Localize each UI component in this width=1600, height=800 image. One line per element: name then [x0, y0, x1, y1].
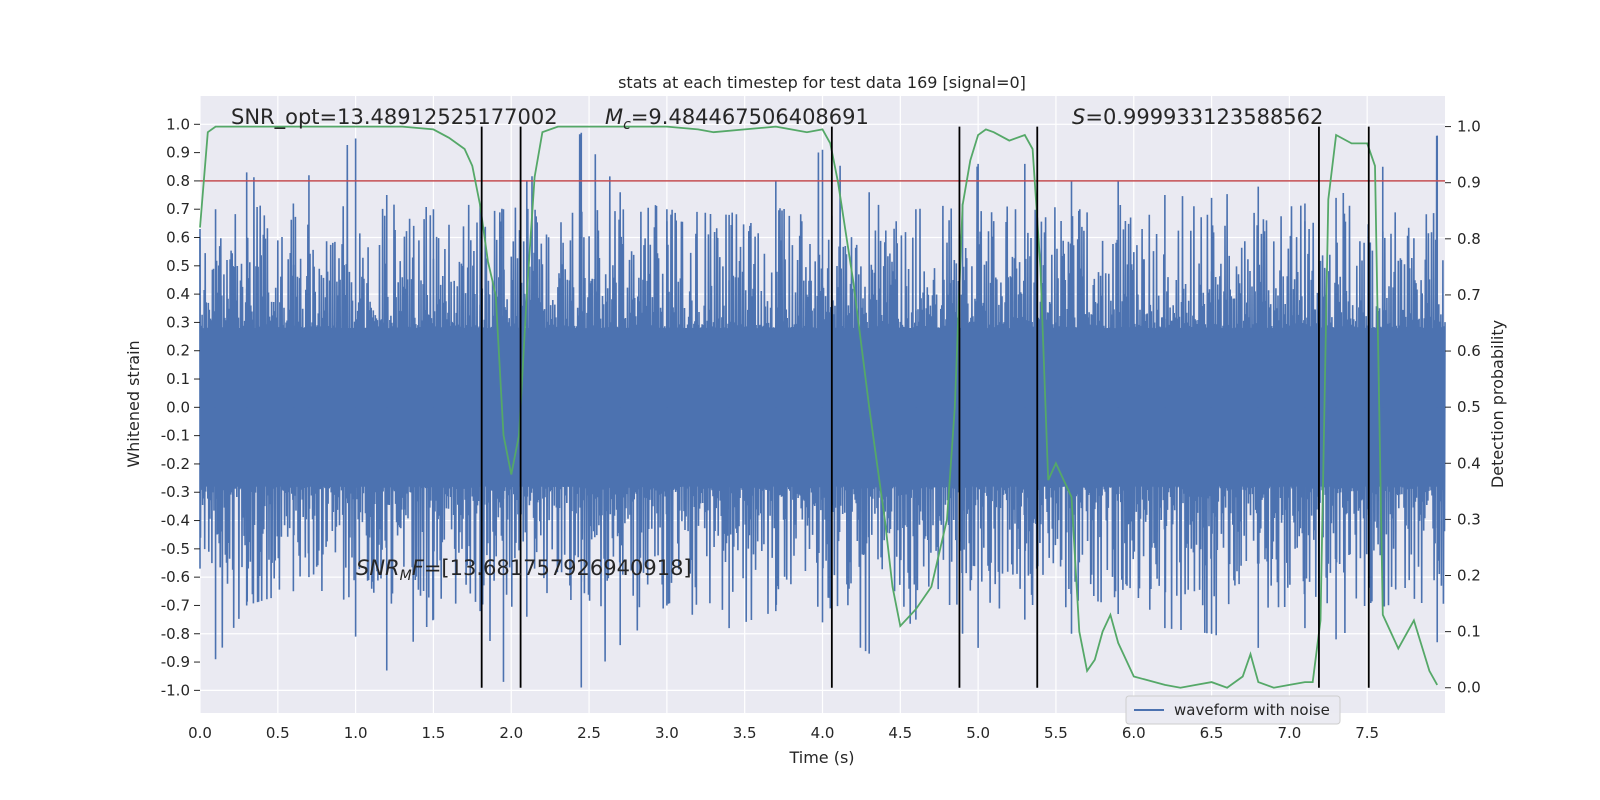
y2-tick-label: 0.0 — [1457, 679, 1481, 697]
y2-tick-label: 0.1 — [1457, 623, 1481, 641]
y-tick-label: -0.3 — [161, 483, 190, 501]
y2-tick-label: 1.0 — [1457, 118, 1481, 136]
annotation-mc: Mc=9.484467506408691 — [605, 105, 869, 133]
y-tick-label: -0.9 — [161, 653, 190, 671]
annotation-s: S=0.999933123588562 — [1072, 105, 1323, 129]
mc-value: =9.484467506408691 — [631, 105, 869, 129]
y2-tick-label: 0.6 — [1457, 342, 1481, 360]
y-tick-label: 0.8 — [166, 172, 190, 190]
y-tick-label: 1.0 — [166, 115, 190, 133]
snrmf-mid: F — [412, 556, 425, 580]
y-tick-label: 0.4 — [166, 285, 190, 303]
y2-tick-label: 0.8 — [1457, 230, 1481, 248]
x-tick-label: 6.0 — [1122, 724, 1146, 742]
x-tick-label: 1.0 — [344, 724, 368, 742]
y-tick-label: 0.6 — [166, 229, 190, 247]
snrmf-value: =[13.681757926940918] — [424, 556, 692, 580]
legend-box — [1125, 695, 1341, 725]
x-tick-label: 2.0 — [499, 724, 523, 742]
y2-axis-ticks: 1.0 0.9 0.8 0.7 0.6 0.5 0.4 0.3 0.2 0.1 0.0 — [1445, 118, 1481, 697]
y-tick-label: -0.2 — [161, 455, 190, 473]
x-tick-label: 6.5 — [1200, 724, 1224, 742]
x-tick-label: 4.0 — [811, 724, 835, 742]
strain-series — [199, 132, 1446, 688]
x-tick-label: 3.5 — [733, 724, 757, 742]
y-tick-label: 0.2 — [166, 342, 190, 360]
y-tick-label: -0.4 — [161, 512, 190, 530]
mc-symbol: M — [605, 105, 623, 129]
y2-tick-label: 0.4 — [1457, 454, 1481, 472]
x-tick-label: 0.5 — [266, 724, 290, 742]
y2-tick-label: 0.5 — [1457, 398, 1481, 416]
y2-axis-label: Detection probability — [1488, 320, 1507, 488]
detection-vlines — [480, 126, 1370, 688]
annotation-snr-opt: SNR_opt=13.48912525177002 — [231, 105, 558, 130]
y-tick-label: 0.1 — [166, 370, 190, 388]
y2-tick-label: 0.2 — [1457, 567, 1481, 585]
x-axis-label: Time (s) — [788, 748, 854, 767]
y-tick-label: 0.7 — [166, 200, 190, 218]
s-value: =0.999933123588562 — [1085, 105, 1323, 129]
y-tick-label: -0.6 — [161, 568, 190, 586]
x-tick-label: 1.5 — [422, 724, 446, 742]
x-tick-label: 7.5 — [1355, 724, 1379, 742]
mc-subscript: c — [623, 117, 631, 133]
annotation-snr-mf: SNRMF=[13.681757926940918] — [356, 556, 692, 584]
x-tick-label: 7.0 — [1277, 724, 1301, 742]
x-tick-label: 2.5 — [577, 724, 601, 742]
legend: waveform with noise — [1125, 695, 1341, 725]
y-axis-ticks: 1.0 0.9 0.8 0.7 0.6 0.5 0.4 0.3 0.2 0.1 0.0 -0.1 -0.… — [161, 115, 200, 699]
y2-tick-label: 0.7 — [1457, 286, 1481, 304]
y-tick-label: 0.0 — [166, 398, 190, 416]
x-tick-label: 3.0 — [655, 724, 679, 742]
x-tick-label: 0.0 — [188, 724, 212, 742]
y-tick-label: -1.0 — [161, 681, 190, 699]
x-tick-label: 4.5 — [888, 724, 912, 742]
snrmf-subscript: M — [400, 568, 412, 584]
y2-tick-label: 0.9 — [1457, 174, 1481, 192]
x-tick-label: 5.5 — [1044, 724, 1068, 742]
y2-tick-label: 0.3 — [1457, 510, 1481, 528]
snrmf-symbol: SNR — [356, 556, 400, 580]
x-tick-label: 5.0 — [966, 724, 990, 742]
y-tick-label: -0.1 — [161, 427, 190, 445]
y-tick-label: 0.5 — [166, 257, 190, 275]
s-symbol: S — [1072, 105, 1085, 129]
y-axis-label: Whitened strain — [124, 340, 143, 467]
x-axis-ticks: 0.0 0.5 1.0 1.5 2.0 2.5 3.0 3.5 4.0 4.5 5.0 5.5 6.0 6… — [188, 724, 1379, 742]
legend-entry: waveform with noise — [1174, 701, 1330, 719]
chart-title: stats at each timestep for test data 169… — [618, 73, 1026, 92]
y-tick-label: -0.7 — [161, 596, 190, 614]
y-tick-label: -0.8 — [161, 625, 190, 643]
y-tick-label: 0.3 — [166, 313, 190, 331]
y-tick-label: 0.9 — [166, 144, 190, 162]
y-tick-label: -0.5 — [161, 540, 190, 558]
